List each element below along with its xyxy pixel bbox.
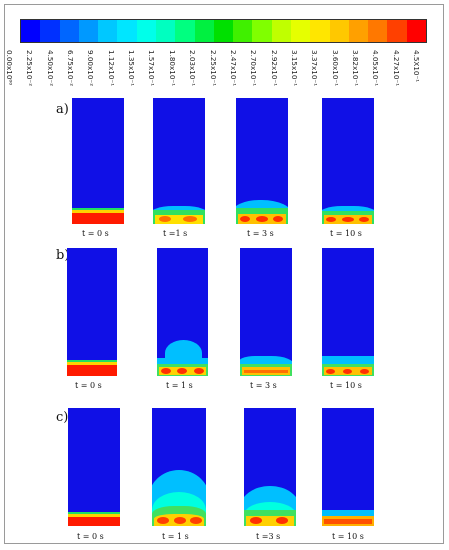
colorbar-tick-label: 2.47x10⁻¹ <box>229 50 248 102</box>
contour-panel-b-t3 <box>240 248 292 376</box>
colorbar-tick-text: 3.60x10⁻¹ <box>330 50 340 87</box>
caption-b-t3: t = 3 s <box>250 381 277 390</box>
colorbar-tick-text: 6.75x10⁻² <box>66 50 76 87</box>
colorbar-swatch <box>117 20 137 42</box>
colorbar-swatch <box>213 20 234 42</box>
colorbar-tick-label: 4.50x10⁻² <box>46 50 65 102</box>
colorbar-tick-label: 1.57x10⁻¹ <box>147 50 166 102</box>
contour-panel-a-t1 <box>153 98 205 224</box>
colorbar-tick-label: 3.60x10⁻¹ <box>331 50 350 102</box>
contour-panel-b-t1 <box>157 248 208 376</box>
colorbar-swatch <box>59 20 79 42</box>
caption-a-t10: t = 10 s <box>330 229 362 238</box>
colorbar-tick-label: 3.82x10⁻¹ <box>351 50 370 102</box>
colorbar-tick-text: 1.80x10⁻¹ <box>167 50 177 87</box>
colorbar-tick-text: 4.27x10⁻¹ <box>391 50 401 87</box>
colorbar-tick-label: 4.5X10⁻¹ <box>412 50 431 102</box>
contour-panel-a-t0 <box>72 98 124 224</box>
contour-panel-c-t0 <box>68 408 120 526</box>
colorbar-swatch <box>40 20 60 42</box>
colorbar-swatch <box>368 20 388 42</box>
colorbar-tick-text: 9.00x10⁻² <box>86 50 96 87</box>
colorbar-tick-label: 2.25x10⁻¹ <box>209 50 228 102</box>
colorbar-tick-label: 9.00x10⁻² <box>86 50 105 102</box>
colorbar-tick-text: 0.00x10⁰⁰ <box>5 50 14 86</box>
caption-b-t1: t = 1 s <box>166 381 193 390</box>
colorbar-tick-label: 4.27x10⁻¹ <box>392 50 411 102</box>
colorbar-tick-text: 3.37x10⁻¹ <box>310 50 320 87</box>
contour-panel-b-t10 <box>322 248 374 376</box>
caption-a-t1: t =1 s <box>163 229 188 238</box>
colorbar-swatch <box>98 20 118 42</box>
colorbar-tick-label: 0.00x10⁰⁰ <box>5 50 24 102</box>
colorbar-swatch <box>290 20 311 42</box>
colorbar-tick-text: 4.50x10⁻² <box>45 50 55 87</box>
colorbar-tick-label: 1.12x10⁻¹ <box>107 50 126 102</box>
colorbar-tick-text: 3.82x10⁻¹ <box>350 50 360 87</box>
colorbar-tick-text: 2.03x10⁻¹ <box>188 50 198 87</box>
row-label-b: b) <box>56 248 70 263</box>
caption-b-t10: t = 10 s <box>330 381 362 390</box>
colorbar-swatch <box>271 20 291 42</box>
contour-panel-a-t10 <box>322 98 374 224</box>
colorbar-swatch <box>78 20 99 42</box>
contour-panel-c-t1 <box>152 408 206 526</box>
colorbar-tick-label: 2.70x10⁻¹ <box>249 50 268 102</box>
colorbar-tick-label: 3.37x10⁻¹ <box>310 50 329 102</box>
colorbar-swatch <box>310 20 330 42</box>
colorbar-tick-text: 1.57x10⁻¹ <box>147 50 157 87</box>
colorbar-tick-text: 3.15x10⁻¹ <box>289 50 299 87</box>
colorbar-swatch <box>348 20 369 42</box>
colorbar-tick-label: 6.75x10⁻² <box>66 50 85 102</box>
colorbar-tick-text: 2.70x10⁻¹ <box>249 50 259 87</box>
figure-frame <box>4 4 444 544</box>
colorbar-tick-label: 2.03x10⁻¹ <box>188 50 207 102</box>
caption-a-t3: t = 3 s <box>247 229 274 238</box>
colorbar-tick-label: 2.25x10⁻² <box>25 50 44 102</box>
colorbar-tick-label: 2.92x10⁻¹ <box>270 50 289 102</box>
colorbar-tick-text: 2.92x10⁻¹ <box>269 50 279 87</box>
colorbar-tick-text: 2.25x10⁻¹ <box>208 50 218 87</box>
colorbar-swatch <box>387 20 407 42</box>
colorbar-swatch <box>136 20 156 42</box>
colorbar-swatch <box>194 20 214 42</box>
colorbar-tick-text: 2.25x10⁻² <box>25 50 35 87</box>
colorbar-swatch <box>155 20 176 42</box>
row-label-a: a) <box>56 102 69 117</box>
caption-c-t1: t = 1 s <box>162 532 189 541</box>
row-label-c: c) <box>56 410 69 425</box>
caption-a-t0: t = 0 s <box>82 229 109 238</box>
colorbar-tick-text: 4.05x10⁻¹ <box>371 50 381 87</box>
contour-panel-b-t0 <box>67 248 117 376</box>
colorbar-tick-text: 1.35x10⁻¹ <box>127 50 137 87</box>
colorbar-tick-text: 2.47x10⁻¹ <box>228 50 238 87</box>
colorbar-tick-label: 4.05x10⁻¹ <box>371 50 390 102</box>
contour-panel-a-t3 <box>236 98 288 224</box>
colorbar-swatch <box>406 20 426 42</box>
colorbar-tick-text: 1.12x10⁻¹ <box>106 50 116 87</box>
caption-c-t3: t =3 s <box>256 532 281 541</box>
colorbar-swatch <box>252 20 272 42</box>
colorbar-swatch <box>21 20 41 42</box>
caption-c-t0: t = 0 s <box>77 532 104 541</box>
colorbar-swatch <box>329 20 349 42</box>
colorbar-swatch <box>233 20 253 42</box>
colorbar-tick-label: 3.15x10⁻¹ <box>290 50 309 102</box>
caption-c-t10: t = 10 s <box>332 532 364 541</box>
colorbar-tick-label: 1.80x10⁻¹ <box>168 50 187 102</box>
contour-panel-c-t3 <box>244 408 296 526</box>
contour-panel-c-t10 <box>322 408 374 526</box>
colorbar-swatch <box>175 20 195 42</box>
colorbar-tick-label: 1.35x10⁻¹ <box>127 50 146 102</box>
colorbar <box>20 19 427 43</box>
colorbar-tick-text: 4.5X10⁻¹ <box>412 50 421 83</box>
caption-b-t0: t = 0 s <box>75 381 102 390</box>
